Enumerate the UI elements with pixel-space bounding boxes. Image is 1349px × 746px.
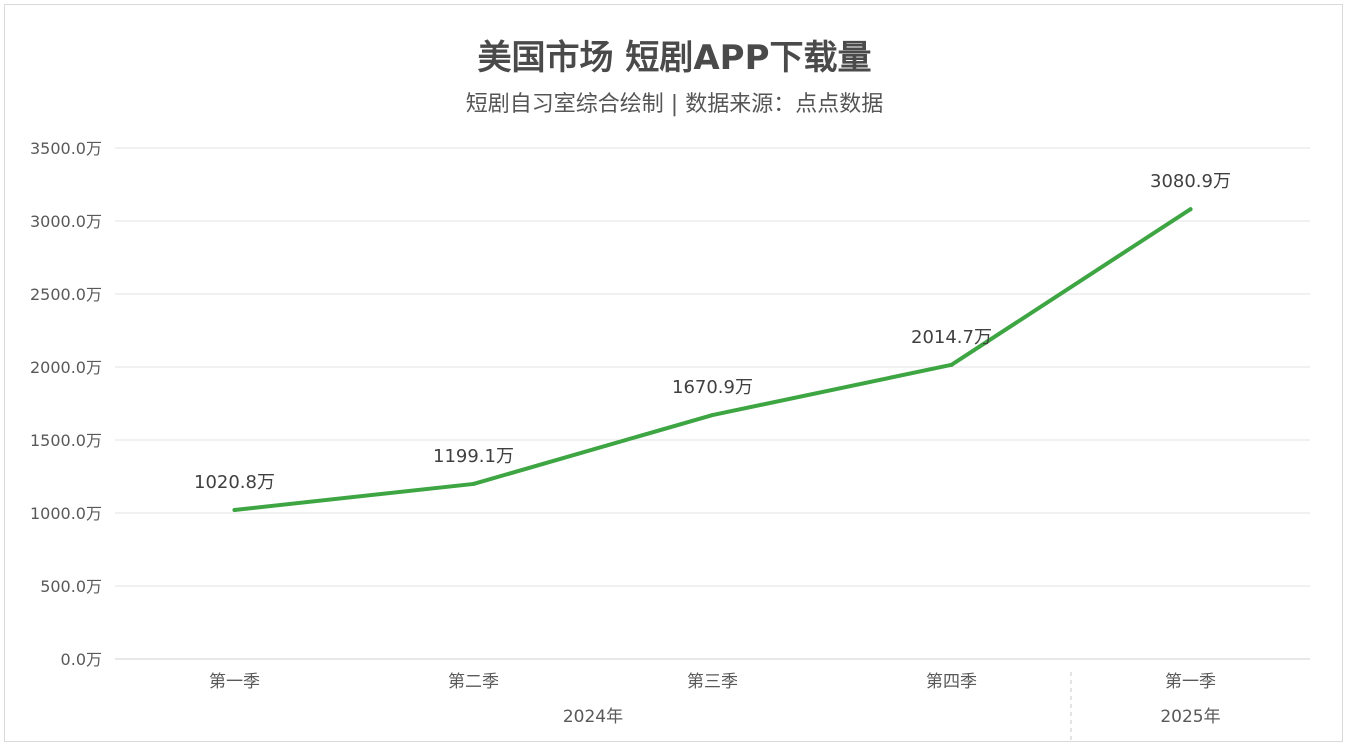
- series-group: [232, 207, 1193, 512]
- gridlines: [115, 147, 1310, 660]
- y-tick-label: 1500.0万: [30, 431, 102, 450]
- data-point: [471, 481, 476, 486]
- x-tick-label: 第三季: [687, 672, 738, 692]
- data-label: 1199.1万: [433, 446, 514, 467]
- y-tick-label: 3500.0万: [30, 139, 102, 158]
- y-tick-label: 0.0万: [61, 650, 102, 669]
- x-tick-label: 第一季: [209, 672, 260, 692]
- x-axis: 第一季 第二季 第三季 第四季 第一季 2024年 2025年: [209, 672, 1221, 742]
- y-tick-label: 3000.0万: [30, 212, 102, 231]
- y-axis-ticks: 0.0万 500.0万 1000.0万 1500.0万 2000.0万 2500.0万 30…: [30, 139, 102, 669]
- data-point: [1188, 207, 1193, 212]
- y-tick-label: 1000.0万: [30, 504, 102, 523]
- data-label: 1020.8万: [194, 472, 275, 493]
- chart-frame: [4, 4, 1343, 742]
- data-point: [949, 362, 954, 367]
- data-point: [710, 413, 715, 418]
- x-tick-label: 第二季: [448, 672, 499, 692]
- x-tick-label: 第四季: [926, 672, 977, 692]
- y-tick-label: 2000.0万: [30, 358, 102, 377]
- series-line: [232, 207, 1193, 512]
- data-label: 3080.9万: [1150, 171, 1231, 192]
- chart-subtitle: 短剧自习室综合绘制 | 数据来源：点点数据: [465, 92, 884, 117]
- y-tick-label: 2500.0万: [30, 285, 102, 304]
- x-tick-label: 第一季: [1165, 672, 1216, 692]
- x-group-label: 2024年: [563, 707, 623, 727]
- x-group-label: 2025年: [1160, 707, 1220, 727]
- data-label: 2014.7万: [911, 327, 992, 348]
- data-label: 1670.9万: [672, 377, 753, 398]
- y-tick-label: 500.0万: [40, 577, 102, 596]
- chart-title: 美国市场 短剧APP下载量: [477, 38, 872, 78]
- data-point: [232, 507, 237, 512]
- data-labels: 1020.8万 1199.1万 1670.9万 2014.7万 3080.9万: [194, 171, 1231, 493]
